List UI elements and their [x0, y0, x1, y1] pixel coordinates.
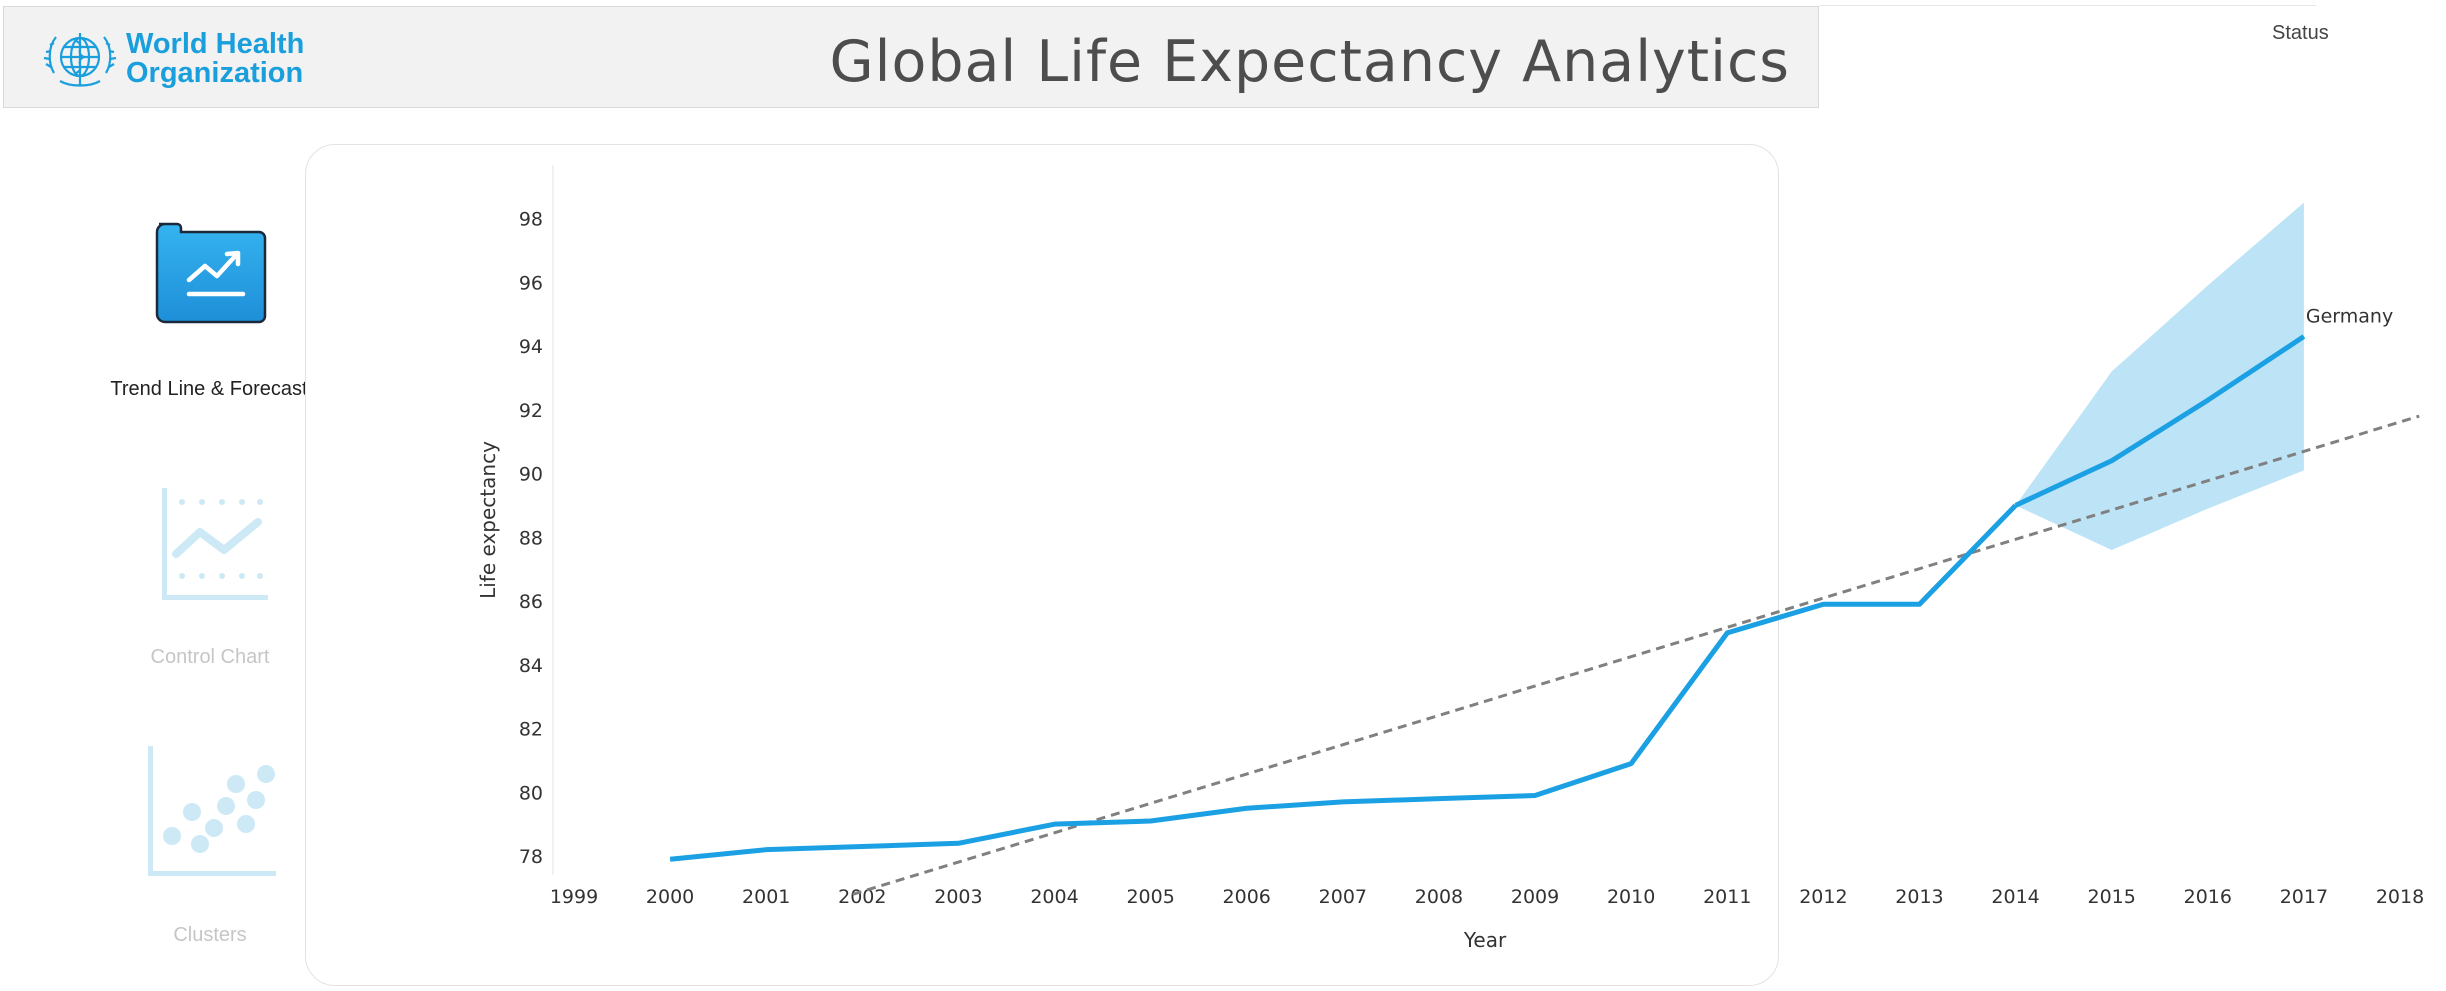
x-tick-label: 2007	[1319, 886, 1367, 908]
x-tick-label: 2018	[2376, 886, 2424, 908]
y-tick-label: 92	[519, 400, 543, 422]
nav-control-chart[interactable]: Control Chart	[110, 484, 310, 669]
x-tick-label: 2000	[646, 886, 694, 908]
header-divider	[1819, 5, 2316, 6]
y-tick-label: 80	[519, 782, 543, 804]
forecast-band	[2015, 202, 2304, 551]
header-bar: World Health Organization Global Life Ex…	[3, 6, 1819, 108]
y-tick-label: 88	[519, 527, 543, 549]
who-emblem-icon	[43, 33, 117, 87]
y-tick-label: 86	[519, 591, 543, 613]
forecast-line-germany	[2014, 334, 2306, 508]
nav-control-label: Control Chart	[150, 646, 270, 668]
logo-line-1: World Health	[126, 28, 305, 60]
y-tick-label: 96	[519, 272, 543, 294]
chart-panel	[305, 144, 1779, 986]
x-tick-label: 2002	[838, 886, 886, 908]
y-tick-label: 78	[519, 846, 543, 868]
series-line-germany	[669, 503, 2018, 862]
status-label[interactable]: Status	[2272, 22, 2329, 44]
series-label-germany: Germany	[2306, 305, 2393, 327]
x-tick-label: 2017	[2280, 886, 2328, 908]
x-tick-label: 2012	[1799, 886, 1847, 908]
x-tick-label: 2008	[1415, 886, 1463, 908]
clusters-icon	[148, 746, 276, 876]
y-tick-label: 98	[519, 209, 543, 231]
page-title: Global Life Expectancy Analytics	[829, 29, 1790, 95]
x-tick-label: 2014	[1991, 886, 2039, 908]
nav-trend-line-forecast[interactable]: Trend Line & Forecast	[108, 218, 310, 401]
y-tick-label: 90	[519, 464, 543, 486]
logo-line-2: Organization	[126, 57, 304, 89]
x-tick-label: 2006	[1223, 886, 1271, 908]
x-tick-label: 1999	[550, 886, 598, 908]
x-tick-label: 2001	[742, 886, 790, 908]
x-tick-label: 2003	[934, 886, 982, 908]
control-chart-icon	[162, 488, 268, 600]
x-tick-label: 2011	[1703, 886, 1751, 908]
x-tick-label: 2010	[1607, 886, 1655, 908]
x-tick-label: 2005	[1126, 886, 1174, 908]
who-logo[interactable]: World Health Organization	[40, 23, 304, 95]
who-logo-text: World Health Organization	[126, 30, 304, 88]
nav-clusters[interactable]: Clusters	[110, 744, 310, 947]
nav-trend-label: Trend Line & Forecast	[110, 378, 308, 400]
y-tick-label: 82	[519, 719, 543, 741]
x-tick-label: 2004	[1030, 886, 1078, 908]
x-tick-label: 2015	[2088, 886, 2136, 908]
y-axis-title: Life expectancy	[476, 441, 500, 599]
x-tick-label: 2013	[1895, 886, 1943, 908]
y-tick-label: 84	[519, 655, 543, 677]
nav-clusters-label: Clusters	[173, 924, 247, 946]
x-axis-title: Year	[1463, 928, 1507, 952]
x-tick-label: 2016	[2184, 886, 2232, 908]
x-tick-label: 2009	[1511, 886, 1559, 908]
trend-line	[852, 414, 2420, 896]
y-tick-label: 94	[519, 336, 543, 358]
trend-line-icon	[155, 222, 267, 324]
